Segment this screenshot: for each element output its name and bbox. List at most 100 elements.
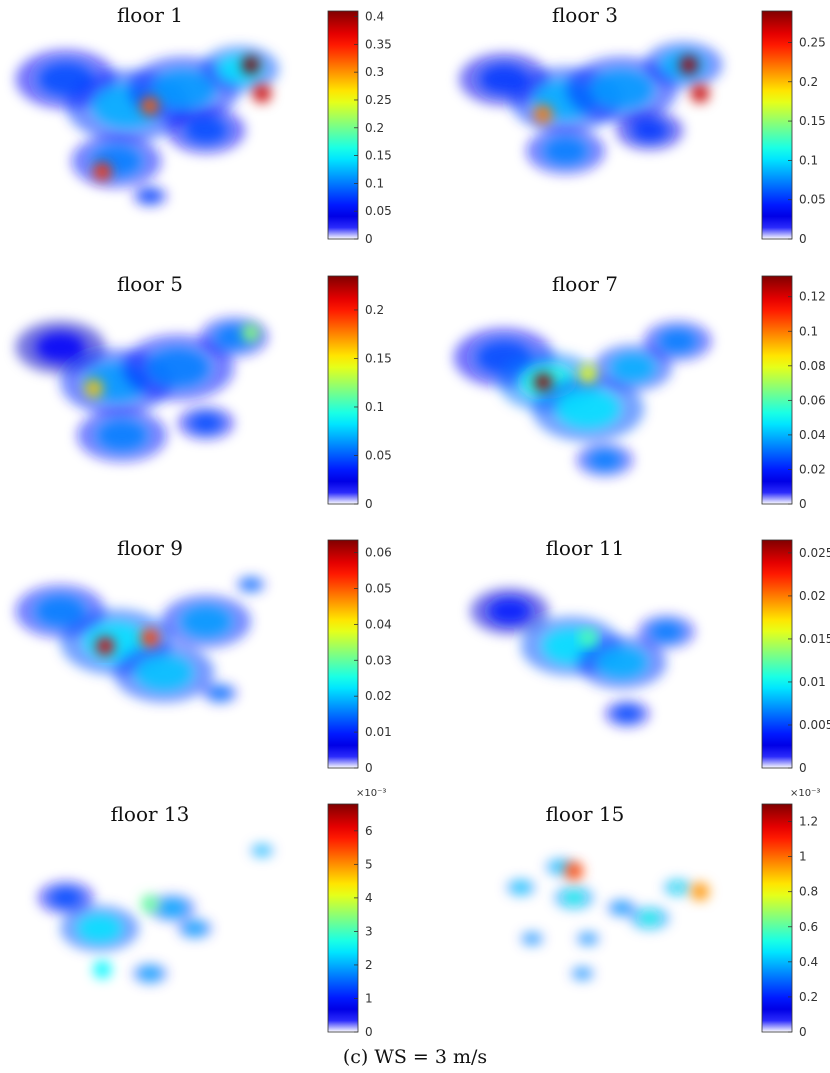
heatmap-core [614,706,640,722]
colorbar-tick-label: 0.15 [365,351,392,365]
heatmap-core [576,969,589,978]
colorbar-floor-11: 0 0.005 0.01 0.015 0.02 0.025 [761,539,830,775]
heatmap-core [631,119,669,142]
heatmap-core [557,390,619,428]
colorbar-tick-label: 0 [365,1025,373,1039]
colorbar-tick-label: 0.1 [365,400,384,414]
colorbar-tick-label: 0.3 [365,65,384,79]
colorbar-tick-label: 0.08 [799,359,826,373]
colorbar-scale [761,803,793,1033]
heatmap-hotspot [241,55,260,74]
heatmap-floor-7 [453,321,712,477]
heatmap-core [140,190,160,202]
heatmap-floor-11 [470,588,695,727]
heatmap-core [525,935,539,943]
heatmap-hotspot [679,55,698,74]
colorbar-scale [327,10,359,240]
heatmap-core [160,900,185,916]
colorbar-exponent-label: ×10⁻³ [356,788,386,799]
heatmap-core [563,891,585,905]
heatmap-core [97,420,147,451]
heatmap-floor-15 [506,858,709,981]
heatmap-core [659,330,697,353]
colorbar-tick-label: 0.2 [365,121,384,135]
colorbar-tick-label: 3 [365,924,373,938]
colorbar-tick-label: 0.35 [365,37,392,51]
heatmap-hotspot [141,894,159,913]
colorbar-tick-label: 0.005 [799,718,830,732]
heatmap-core [488,598,532,625]
colorbar-tick-label: 0.25 [799,35,826,49]
colorbar-tick-label: 0.8 [799,885,818,899]
colorbar-tick-label: 0.02 [365,689,392,703]
colorbar-floor-5: 0 0.05 0.1 0.15 0.2 [327,275,392,511]
colorbar-tick-label: 0.15 [799,114,826,128]
heatmap-hotspot [534,373,553,392]
heatmap-core [589,450,621,470]
colorbar-floor-7: 0 0.02 0.04 0.06 0.08 0.1 0.12 [761,275,826,511]
heatmap-hotspot [93,960,112,979]
heatmap-hotspot [96,637,115,656]
heatmap-core [255,846,269,855]
colorbar-tick-label: 0.015 [799,632,830,646]
heatmap-core [590,71,653,108]
colorbar-tick-label: 0.06 [365,546,392,560]
heatmap-core [596,647,647,678]
heatmap-core [78,915,122,942]
heatmap-floor-3 [459,41,723,174]
colorbar-tick-label: 5 [365,857,373,871]
heatmap-core [581,935,595,943]
colorbar-tick-label: 2 [365,958,373,972]
heatmap-hotspot [93,162,112,181]
colorbar-tick-label: 0 [365,497,373,511]
colorbar-tick-label: 0 [799,497,807,511]
heatmap-core [50,888,82,907]
colorbar-tick-label: 0.04 [799,428,826,442]
colorbar-scale [761,275,793,505]
heatmap-hotspot [579,364,597,383]
heatmap-core [184,117,228,144]
figure-caption: (c) WS = 3 m/s [342,1046,488,1068]
colorbar-tick-label: 4 [365,891,373,905]
colorbar-tick-label: 1 [799,850,807,864]
colorbar-tick-label: 0.2 [799,990,818,1004]
colorbar-tick-label: 0.12 [799,290,826,304]
heatmap-core [140,968,160,980]
colorbar-exponent-label: ×10⁻³ [790,788,820,799]
colorbar-tick-label: 0 [799,1025,807,1039]
colorbar-floor-13: 0 1 2 3 4 5 6 ×10⁻³ [327,788,386,1039]
heatmap-core [185,922,205,935]
colorbar-tick-label: 0.01 [799,675,826,689]
heatmap-core [152,71,215,108]
panel-title-floor-5: floor 5 [116,272,184,296]
panel-title-floor-11: floor 11 [545,536,625,560]
colorbar-tick-label: 0.025 [799,546,830,560]
colorbar-tick-label: 0.4 [365,10,384,24]
heatmap-core [210,687,230,699]
colorbar-tick-label: 0.1 [365,176,384,190]
heatmap-core [35,596,86,627]
colorbar-tick-label: 0 [799,232,807,246]
colorbar-tick-label: 0.06 [799,393,826,407]
colorbar-tick-label: 0.1 [799,153,818,167]
colorbar-tick-label: 1.2 [799,815,818,829]
colorbar-tick-label: 0.2 [365,303,384,317]
colorbar-floor-9: 0 0.01 0.02 0.03 0.04 0.05 0.06 [327,539,392,775]
colorbar-tick-label: 0.05 [365,448,392,462]
heatmap-hotspot [691,84,709,103]
heatmap-core [35,332,86,363]
heatmap-hotspot [565,862,583,881]
panel-title-floor-9: floor 9 [116,536,184,560]
heatmap-core [651,622,682,641]
colorbar-scale [327,539,359,769]
heatmap-core [638,911,661,925]
colorbar-tick-label: 1 [365,991,373,1005]
heatmap-core [136,656,192,690]
colorbar-tick-label: 0.04 [365,617,392,631]
heatmap-floor-1 [15,46,279,206]
heatmap-hotspot [141,628,159,647]
heatmap-core [613,903,630,913]
colorbar-tick-label: 0.05 [365,204,392,218]
colorbar-tick-label: 0.25 [365,93,392,107]
